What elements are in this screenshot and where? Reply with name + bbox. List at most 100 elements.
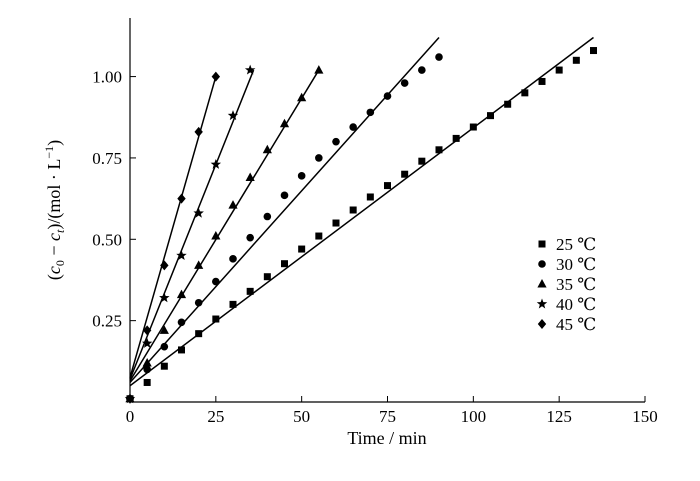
data-point-square: [401, 170, 409, 178]
legend-marker-star: [536, 298, 548, 309]
x-tick-label: 125: [546, 407, 572, 426]
x-ticks: 0 25 50 75 100 125 150: [126, 396, 658, 426]
legend-label: 45 ℃: [556, 315, 596, 334]
data-point-square: [418, 157, 426, 165]
data-point-square: [332, 219, 340, 227]
data-point-triangle: [159, 325, 169, 334]
x-tick-label: 0: [126, 407, 135, 426]
data-point-diamond: [125, 393, 135, 404]
data-point-square: [143, 378, 151, 386]
fit-line-star: [129, 69, 255, 380]
data-point-diamond: [160, 260, 169, 271]
data-point-square: [178, 346, 185, 354]
legend-marker-square: [538, 240, 546, 248]
data-point-triangle: [297, 92, 307, 102]
data-point-triangle: [228, 200, 238, 209]
data-point-circle: [143, 365, 151, 374]
data-point-circle: [280, 191, 289, 200]
data-point-circle: [383, 92, 392, 100]
data-point-circle: [229, 255, 237, 263]
data-point-star: [244, 64, 256, 75]
fit-line-square: [129, 36, 594, 387]
fit-line-diamond: [129, 76, 217, 378]
data-point-square: [315, 232, 323, 240]
data-point-star: [176, 250, 187, 261]
data-point-diamond: [194, 126, 203, 137]
x-tick-label: 75: [379, 407, 396, 426]
fit-line-circle: [129, 37, 440, 383]
data-point-square: [452, 134, 460, 142]
data-point-star: [227, 110, 239, 121]
data-point-diamond: [177, 193, 186, 204]
data-point-diamond: [142, 325, 152, 336]
x-tick-label: 150: [632, 407, 658, 426]
y-ticks: 0.25 0.50 0.75 1.00: [92, 68, 136, 331]
data-point-square: [521, 89, 529, 97]
data-point-square: [298, 245, 306, 253]
data-point-square: [246, 287, 254, 295]
data-point-circle: [349, 123, 357, 131]
data-point-square: [538, 77, 546, 85]
x-axis-title: Time / min: [347, 428, 426, 448]
data-point-square: [195, 330, 203, 338]
data-point-diamond: [211, 71, 221, 82]
data-point-triangle: [176, 289, 187, 299]
data-point-star: [159, 292, 170, 303]
legend-label: 25 ℃: [556, 235, 596, 254]
legend-label: 40 ℃: [556, 295, 596, 314]
data-point-circle: [418, 66, 426, 74]
data-point-square: [572, 56, 580, 64]
data-point-circle: [315, 154, 323, 162]
data-point-circle: [297, 172, 306, 180]
data-point-square: [229, 300, 237, 308]
data-point-star: [141, 337, 153, 348]
data-point-circle: [332, 137, 340, 146]
data-point-triangle: [245, 172, 255, 181]
data-point-triangle: [262, 144, 272, 154]
data-point-triangle: [314, 65, 324, 74]
y-axis-title: (c0 − ct)/(mol · L−1): [42, 140, 67, 280]
data-point-star: [210, 158, 222, 169]
data-point-circle: [194, 298, 203, 307]
data-point-square: [384, 182, 391, 190]
data-point-square: [160, 362, 168, 370]
data-markers: [124, 47, 597, 404]
legend-marker-circle: [538, 260, 546, 268]
x-tick-label: 25: [207, 407, 224, 426]
data-point-square: [263, 273, 271, 281]
data-point-triangle: [194, 260, 204, 269]
data-point-circle: [366, 108, 375, 117]
data-point-circle: [177, 318, 186, 327]
data-point-circle: [263, 212, 272, 221]
data-point-circle: [400, 79, 409, 87]
data-point-square: [281, 260, 288, 268]
data-point-square: [487, 112, 494, 120]
data-point-square: [349, 206, 357, 214]
legend-marker-diamond: [537, 319, 547, 329]
data-point-triangle: [279, 118, 290, 128]
x-tick-label: 100: [461, 407, 487, 426]
data-point-circle: [246, 233, 254, 242]
data-point-square: [435, 146, 443, 154]
legend-marker-triangle: [537, 279, 547, 288]
data-point-triangle: [142, 357, 152, 367]
legend-label: 35 ℃: [556, 275, 596, 294]
data-point-square: [590, 47, 597, 55]
y-tick-label: 0.25: [92, 312, 122, 331]
y-tick-label: 1.00: [92, 68, 122, 87]
data-point-square: [212, 315, 220, 323]
y-tick-label: 0.50: [92, 230, 122, 249]
data-point-square: [555, 66, 563, 74]
data-point-square: [504, 100, 512, 108]
data-point-square: [366, 193, 374, 201]
data-point-triangle: [211, 231, 221, 240]
data-point-star: [193, 207, 204, 218]
data-point-circle: [160, 342, 169, 351]
data-point-circle: [435, 53, 443, 61]
x-tick-label: 50: [293, 407, 310, 426]
fit-line-triangle: [129, 69, 320, 382]
legend-label: 30 ℃: [556, 255, 596, 274]
data-point-square: [469, 123, 477, 131]
y-tick-label: 0.75: [92, 149, 122, 168]
